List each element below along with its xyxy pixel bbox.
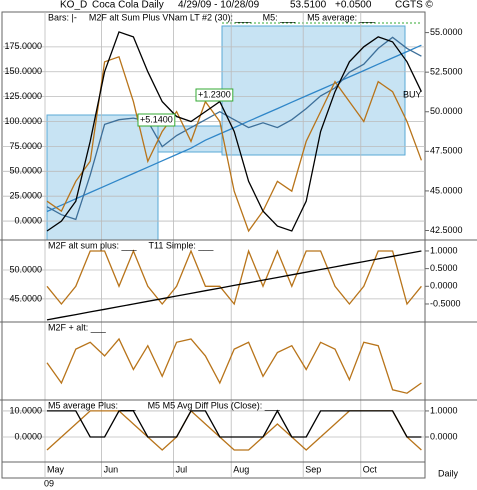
x-tick-label: Jun xyxy=(104,464,119,474)
price-change: +0.0500 xyxy=(335,0,372,11)
annotation: +1.2300 xyxy=(198,89,231,99)
symbol: KO_D xyxy=(60,0,87,11)
range-box xyxy=(46,114,159,241)
series-line xyxy=(46,248,422,306)
range-box xyxy=(221,25,406,156)
annotation-box xyxy=(195,88,234,102)
y-tick-label: 0.0000 xyxy=(14,431,42,441)
legend-label: M2F alt sum plus: ___ xyxy=(48,240,138,250)
legend-label: T11 Simple: ___ xyxy=(149,240,215,250)
period-label: Daily xyxy=(438,468,459,478)
y2-tick-label: 52.5000 xyxy=(430,67,463,77)
annotation: +5.1400 xyxy=(140,114,173,124)
annotation-box xyxy=(137,113,176,127)
legend-label: M5 average Plus: ___ xyxy=(48,400,137,410)
legend-label: M2F alt Sum Plus VNam LT #2 (30): ___ xyxy=(89,12,252,22)
year-label: 09 xyxy=(44,478,54,488)
legend-label: M5 average: ___ xyxy=(307,12,376,22)
legend-label: M5: ___ xyxy=(263,12,297,22)
series-line xyxy=(47,409,422,438)
x-tick-label: Oct xyxy=(363,464,378,474)
last-price: 53.5100 xyxy=(290,0,327,11)
y-tick-label: 125.0000 xyxy=(4,91,42,101)
legend-label: M2F + alt: ___ xyxy=(48,322,107,332)
x-tick-label: Aug xyxy=(233,464,249,474)
y2-tick-label: 47.5000 xyxy=(430,146,463,156)
y-tick-label: 45.0000 xyxy=(9,293,42,303)
series-line xyxy=(46,250,422,321)
x-tick-label: May xyxy=(47,464,65,474)
y-tick-label: 50.0000 xyxy=(9,166,42,176)
x-tick-label: Sep xyxy=(305,464,321,474)
y-tick-label: 50.0000 xyxy=(9,264,42,274)
source: CGTS © xyxy=(395,0,434,11)
y2-tick-label: 1.0000 xyxy=(430,245,458,255)
y-tick-label: 10.0000 xyxy=(9,405,42,415)
y-tick-label: 25.0000 xyxy=(9,191,42,201)
y-tick-label: 75.0000 xyxy=(9,141,42,151)
y2-tick-label: 50.0000 xyxy=(430,106,463,116)
date-range: 4/29/09 - 10/28/09 xyxy=(178,0,260,11)
y-tick-label: 150.0000 xyxy=(4,66,42,76)
y2-tick-label: 1.0000 xyxy=(430,405,458,415)
y-tick-label: 175.0000 xyxy=(4,41,42,51)
series-line xyxy=(46,36,422,221)
y-tick-label: 0.0000 xyxy=(14,215,42,225)
y-tick-label: 100.0000 xyxy=(4,116,42,126)
y2-tick-label: 0.5000 xyxy=(430,263,458,273)
x-tick-label: Jul xyxy=(176,464,188,474)
y2-tick-label: -0.5000 xyxy=(430,298,461,308)
legend-label: Bars: |- xyxy=(48,12,77,22)
series-line xyxy=(46,44,422,213)
legend-label: M5 M5 Avg Diff Plus (Close): ___ xyxy=(148,400,281,410)
y2-tick-label: 0.0000 xyxy=(430,431,458,441)
series-line xyxy=(46,337,422,394)
y2-tick-label: 55.0000 xyxy=(430,27,463,37)
y2-tick-label: 42.5000 xyxy=(430,225,463,235)
y2-tick-label: 45.0000 xyxy=(430,185,463,195)
series-line xyxy=(46,31,422,232)
y2-tick-label: 0.0000 xyxy=(430,281,458,291)
annotation: BUY xyxy=(403,89,422,99)
chart-title: Coca Cola Daily xyxy=(92,0,164,11)
